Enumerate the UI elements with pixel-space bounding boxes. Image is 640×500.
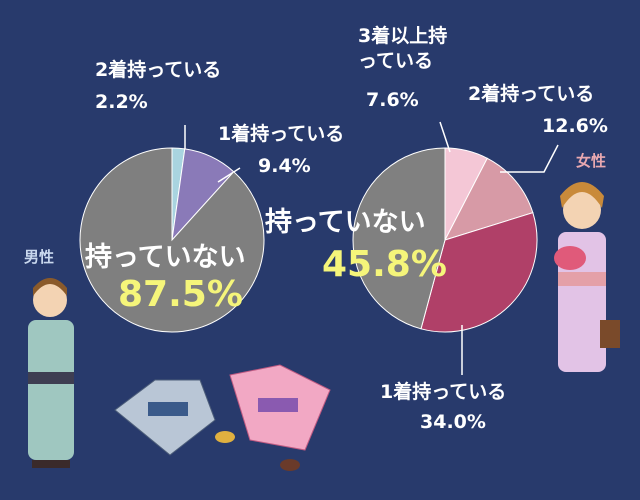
value-label: 87.5% bbox=[118, 274, 243, 315]
slice-label: 2着持っている bbox=[95, 59, 222, 81]
value-label: 34.0% bbox=[420, 411, 486, 433]
leader-line bbox=[217, 167, 241, 183]
slice-label: 1着持っている bbox=[380, 381, 507, 403]
slice-label: 持っていない bbox=[265, 207, 426, 238]
female-figure bbox=[554, 182, 620, 372]
value-label: 2.2% bbox=[95, 91, 148, 113]
slice-label: 持っていない bbox=[85, 242, 246, 273]
group-title: 女性 bbox=[576, 152, 607, 170]
pie-slice bbox=[444, 157, 534, 241]
slice-label: 3着以上持 っている bbox=[358, 25, 448, 72]
pie-slice bbox=[352, 147, 446, 330]
pie-slice bbox=[420, 212, 538, 333]
value-label: 12.6% bbox=[542, 115, 608, 137]
leader-line bbox=[439, 121, 451, 153]
value-label: 45.8% bbox=[322, 244, 447, 285]
pie-slice bbox=[79, 147, 265, 333]
slice-label: 1着持っている bbox=[218, 123, 345, 145]
value-label: 7.6% bbox=[366, 89, 419, 111]
yukata-illustration bbox=[114, 364, 331, 471]
group-title: 男性 bbox=[24, 248, 55, 266]
male-figure bbox=[28, 278, 74, 468]
slice-label: 2着持っている bbox=[468, 83, 595, 105]
leader-line bbox=[500, 144, 559, 173]
value-label: 9.4% bbox=[258, 155, 311, 177]
